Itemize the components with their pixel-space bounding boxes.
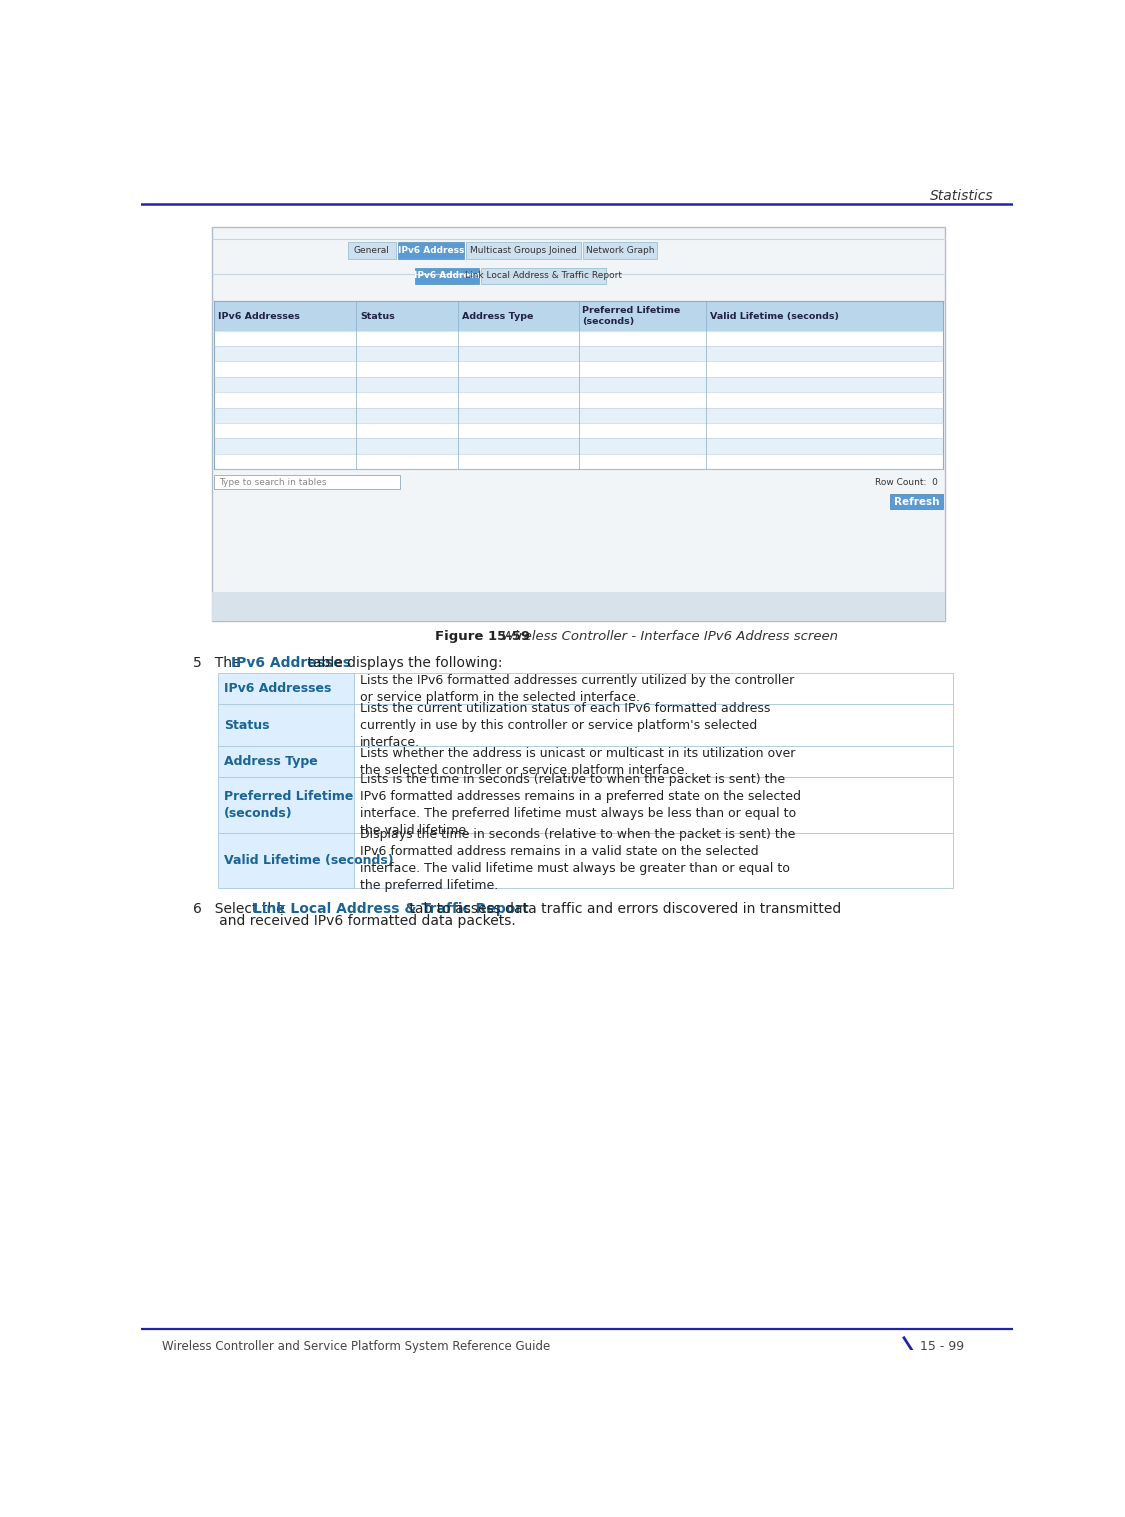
- Bar: [214, 423, 943, 438]
- Text: 6: 6: [193, 903, 202, 916]
- Text: tab to assess data traffic and errors discovered in transmitted: tab to assess data traffic and errors di…: [405, 903, 842, 916]
- Text: Row Count:  0: Row Count: 0: [875, 478, 938, 487]
- Text: 15 - 99: 15 - 99: [919, 1340, 964, 1353]
- Text: IPv6 Addresses: IPv6 Addresses: [224, 683, 332, 695]
- Text: Statistics: Statistics: [929, 190, 993, 203]
- Bar: [218, 746, 353, 777]
- Bar: [398, 243, 464, 259]
- Bar: [214, 438, 943, 454]
- Bar: [218, 704, 353, 746]
- Bar: [214, 361, 943, 376]
- Text: Type to search in tables: Type to search in tables: [219, 478, 326, 487]
- Bar: [348, 243, 396, 259]
- Text: Valid Lifetime (seconds): Valid Lifetime (seconds): [224, 854, 394, 866]
- Text: Wireless Controller - Interface IPv6 Address screen: Wireless Controller - Interface IPv6 Add…: [493, 630, 838, 643]
- Text: Select the: Select the: [207, 903, 289, 916]
- Text: Status: Status: [224, 719, 270, 731]
- Text: Network Graph: Network Graph: [586, 246, 655, 255]
- Bar: [214, 331, 943, 346]
- Bar: [214, 302, 943, 331]
- Bar: [218, 777, 353, 833]
- Bar: [212, 226, 945, 620]
- Text: IPv6 Address: IPv6 Address: [397, 246, 464, 255]
- Text: Address Type: Address Type: [462, 311, 533, 320]
- Text: Lists is the time in seconds (relative to when the packet is sent) the
IPv6 form: Lists is the time in seconds (relative t…: [360, 774, 801, 837]
- Text: Lists the current utilization status of each IPv6 formatted address
currently in: Lists the current utilization status of …: [360, 702, 771, 749]
- Bar: [480, 269, 606, 284]
- Text: Preferred Lifetime
(seconds): Preferred Lifetime (seconds): [224, 790, 353, 821]
- Text: Refresh: Refresh: [893, 496, 939, 507]
- Text: Multicast Groups Joined: Multicast Groups Joined: [470, 246, 577, 255]
- Bar: [214, 376, 943, 393]
- Text: Lists whether the address is unicast or multicast in its utilization over
the se: Lists whether the address is unicast or …: [360, 746, 795, 777]
- Bar: [353, 777, 953, 833]
- Text: The: The: [207, 657, 245, 671]
- Bar: [353, 704, 953, 746]
- Text: table displays the following:: table displays the following:: [303, 657, 502, 671]
- Text: Address Type: Address Type: [224, 755, 318, 768]
- Text: and received IPv6 formatted data packets.: and received IPv6 formatted data packets…: [207, 915, 516, 928]
- Bar: [353, 746, 953, 777]
- Text: Preferred Lifetime
(seconds): Preferred Lifetime (seconds): [583, 306, 681, 326]
- Bar: [583, 243, 657, 259]
- Bar: [214, 475, 400, 490]
- Bar: [214, 346, 943, 361]
- Bar: [218, 833, 353, 887]
- Text: Link Local Address & Traffic Report: Link Local Address & Traffic Report: [465, 272, 622, 281]
- Text: IPv6 Addresses: IPv6 Addresses: [218, 311, 300, 320]
- Bar: [214, 393, 943, 408]
- Text: 5: 5: [193, 657, 202, 671]
- Bar: [214, 408, 943, 423]
- Text: General: General: [353, 246, 389, 255]
- Text: Link Local Address & Traffic Report: Link Local Address & Traffic Report: [253, 903, 529, 916]
- Bar: [353, 833, 953, 887]
- Text: Status: Status: [360, 311, 395, 320]
- Bar: [415, 269, 478, 284]
- Text: Figure 15-59: Figure 15-59: [435, 630, 530, 643]
- Text: Wireless Controller and Service Platform System Reference Guide: Wireless Controller and Service Platform…: [162, 1340, 550, 1353]
- Bar: [890, 495, 943, 510]
- Text: IPv6 Addresses: IPv6 Addresses: [232, 657, 351, 671]
- Bar: [466, 243, 580, 259]
- Bar: [212, 592, 945, 620]
- Text: Displays the time in seconds (relative to when the packet is sent) the
IPv6 form: Displays the time in seconds (relative t…: [360, 828, 795, 892]
- Bar: [218, 674, 353, 704]
- Text: Lists the IPv6 formatted addresses currently utilized by the controller
or servi: Lists the IPv6 formatted addresses curre…: [360, 674, 794, 704]
- Text: Valid Lifetime (seconds): Valid Lifetime (seconds): [710, 311, 839, 320]
- Text: IPv6 Address: IPv6 Address: [414, 272, 480, 281]
- Bar: [353, 674, 953, 704]
- Bar: [214, 454, 943, 469]
